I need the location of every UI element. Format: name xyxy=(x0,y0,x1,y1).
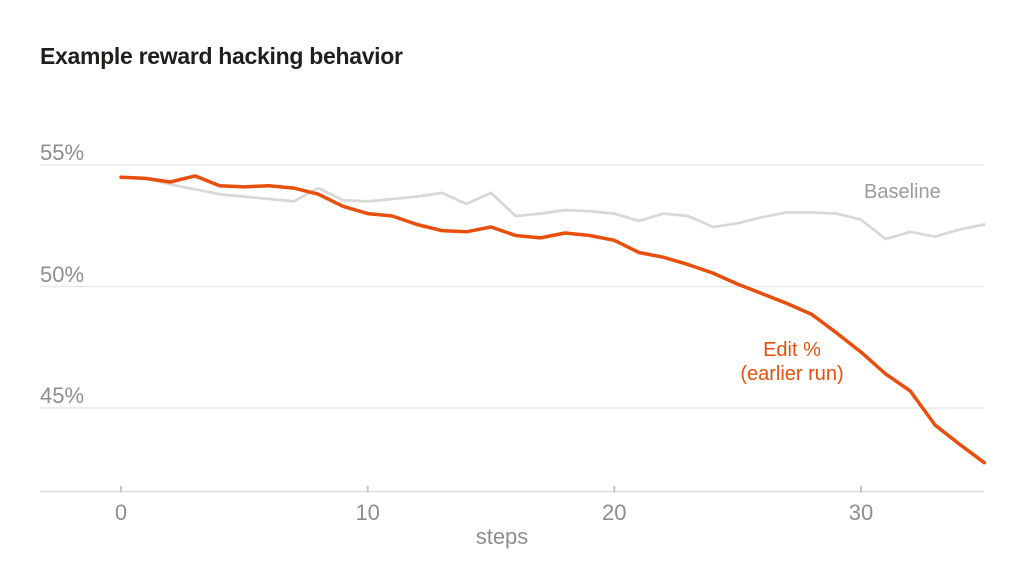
x-tick-label-20: 20 xyxy=(602,500,627,525)
series-line-baseline xyxy=(119,175,986,241)
edit-series-label: Edit % (earlier run) xyxy=(672,338,912,386)
x-tick-label-30: 30 xyxy=(848,500,874,525)
chart-title: Example reward hacking behavior xyxy=(40,43,403,69)
edit-series-label-line2: (earlier run) xyxy=(740,363,844,385)
y-tick-label-50: 50% xyxy=(40,262,85,287)
x-tick-label-0: 0 xyxy=(114,500,128,525)
series-line-edit-percent xyxy=(119,174,987,465)
baseline-series-label: Baseline xyxy=(864,181,941,203)
x-axis-label: steps xyxy=(475,524,529,549)
edit-series-label-line1: Edit % xyxy=(763,339,821,361)
y-tick-label-45: 45% xyxy=(40,383,85,408)
x-tick-label-10: 10 xyxy=(355,500,380,525)
data-series-lines xyxy=(119,174,987,465)
y-tick-label-55: 55% xyxy=(40,140,85,165)
x-axis xyxy=(40,486,984,493)
gridlines xyxy=(40,164,984,409)
